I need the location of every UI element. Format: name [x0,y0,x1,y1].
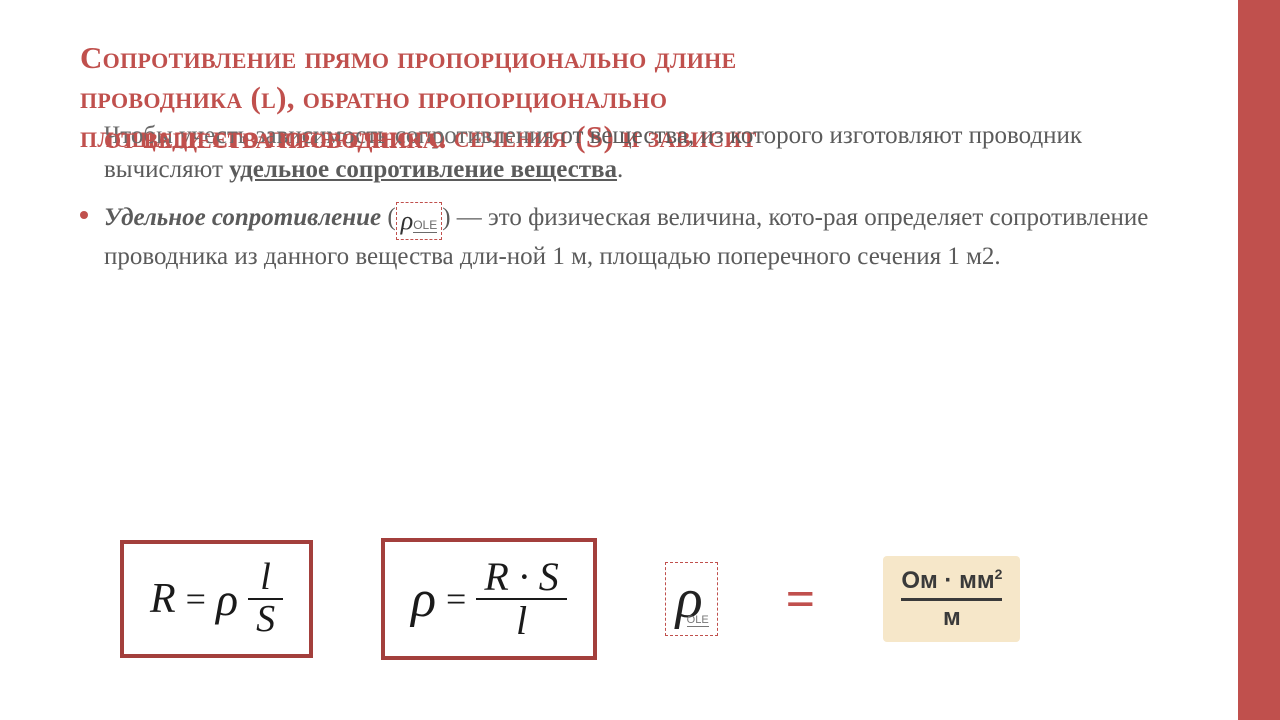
formula-box-rho: ρ = R · S l [381,538,597,660]
unit-box: Ом · мм2 м [883,556,1020,642]
title-line-1: Сопротивление прямо пропорционально длин… [80,40,737,75]
equation-rho: ρ = R · S l [411,556,567,642]
p2-lead: Удельное сопротивление [104,204,381,231]
f1-fraction: l S [248,558,283,640]
unit-fraction: Ом · мм2 м [901,566,1002,632]
p2-paren-open: ( [381,204,396,231]
rho-symbol-box: ρ OLE [665,562,718,636]
p1-end: . [617,156,623,183]
fraction-bar-icon [901,598,1002,601]
ole-label-box: OLE [687,614,709,627]
f1-lhs: R [150,575,176,623]
formula-box-R: R = ρ l S [120,540,313,658]
f1-num: l [252,558,279,598]
p2-paren-close: ) [442,204,457,231]
ole-label-inline: OLE [413,218,437,233]
paragraph-2: Удельное сопротивление (ρOLE) — это физи… [104,201,1180,275]
unit-num-text: Ом · мм [901,567,994,594]
bullet-icon [80,211,88,219]
unit-num-sup: 2 [995,566,1003,582]
formula-row: R = ρ l S ρ = R · S l [120,538,1178,660]
f1-rho: ρ [216,573,238,626]
f2-fraction: R · S l [476,556,566,642]
rho-inline-icon: ρ [401,206,413,235]
f2-den: l [508,600,535,642]
f2-eq: = [446,578,466,620]
p1-underlined: удельное сопротивление вещества [229,156,617,183]
p1-tail-lead: от вещества, из которого [560,122,823,149]
title-line-2: проводника (l), обратно пропорционально [80,80,667,115]
unit-denominator: м [943,604,961,632]
equation-R: R = ρ l S [150,558,283,640]
unit-numerator: Ом · мм2 [901,566,1002,595]
body-text: Чтобы учесть зависимость сопротивления о… [80,119,1180,274]
f1-eq: = [186,578,206,620]
title-overlap-line: от вещества проводника. [104,122,446,153]
slide-content: Сопротивление прямо пропорционально длин… [0,0,1238,720]
ole-placeholder-inline: ρOLE [396,202,443,241]
f2-num: R · S [476,556,566,598]
equals-icon: = [786,570,816,629]
f1-den: S [248,600,283,640]
f2-lhs: ρ [411,570,436,629]
accent-bar [1238,0,1280,720]
